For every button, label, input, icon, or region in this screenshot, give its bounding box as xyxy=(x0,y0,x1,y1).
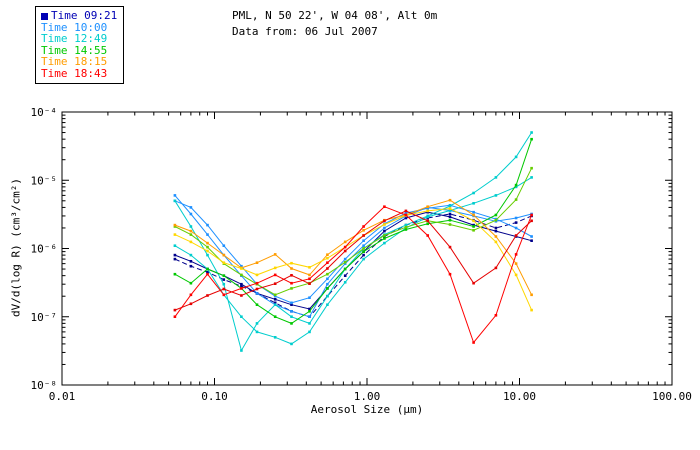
svg-text:1.00: 1.00 xyxy=(354,390,381,403)
plot-titles: PML, N 50 22', W 04 08', Alt 0m Data fro… xyxy=(232,8,437,40)
svg-text:10.00: 10.00 xyxy=(503,390,536,403)
svg-text:100.00: 100.00 xyxy=(652,390,692,403)
legend-item-label: Time 18:43 xyxy=(41,66,108,80)
time-legend: Time 09:21 Time 10:00 Time 12:49 Time 14:55… xyxy=(35,6,125,84)
svg-text:10⁻⁶: 10⁻⁶ xyxy=(31,243,58,256)
legend-item-4: Time 18:15 xyxy=(41,56,117,68)
svg-text:10⁻⁷: 10⁻⁷ xyxy=(31,311,58,324)
legend-item-label: Time 09:21 xyxy=(51,9,118,22)
svg-text:0.01: 0.01 xyxy=(49,390,76,403)
svg-text:10⁻⁴: 10⁻⁴ xyxy=(31,106,58,119)
legend-swatch xyxy=(41,12,48,20)
plot-title-location: PML, N 50 22', W 04 08', Alt 0m xyxy=(232,9,438,22)
x-axis-label: Aerosol Size (μm) xyxy=(310,403,424,416)
legend-item-label: Time 10:00 xyxy=(41,20,108,34)
legend-item-2: Time 12:49 xyxy=(41,33,117,45)
legend-item-1: Time 10:00 xyxy=(41,20,117,34)
svg-text:0.10: 0.10 xyxy=(201,390,228,403)
legend-item-0: Time 09:21 xyxy=(41,10,117,22)
svg-text:10⁻⁵: 10⁻⁵ xyxy=(31,174,58,187)
y-axis-label: dV/d(log R) (cm³/cm²) xyxy=(9,177,23,318)
legend-item-label: Time 18:15 xyxy=(41,55,108,68)
legend-item-5: Time 18:43 xyxy=(41,66,117,80)
plot-title-date: Data from: 06 Jul 2007 xyxy=(232,25,378,38)
legend-item-3: Time 14:55 xyxy=(41,43,117,57)
legend-item-label: Time 12:49 xyxy=(41,32,108,45)
svg-text:10⁻⁸: 10⁻⁸ xyxy=(31,379,58,392)
legend-item-label: Time 14:55 xyxy=(41,43,108,57)
